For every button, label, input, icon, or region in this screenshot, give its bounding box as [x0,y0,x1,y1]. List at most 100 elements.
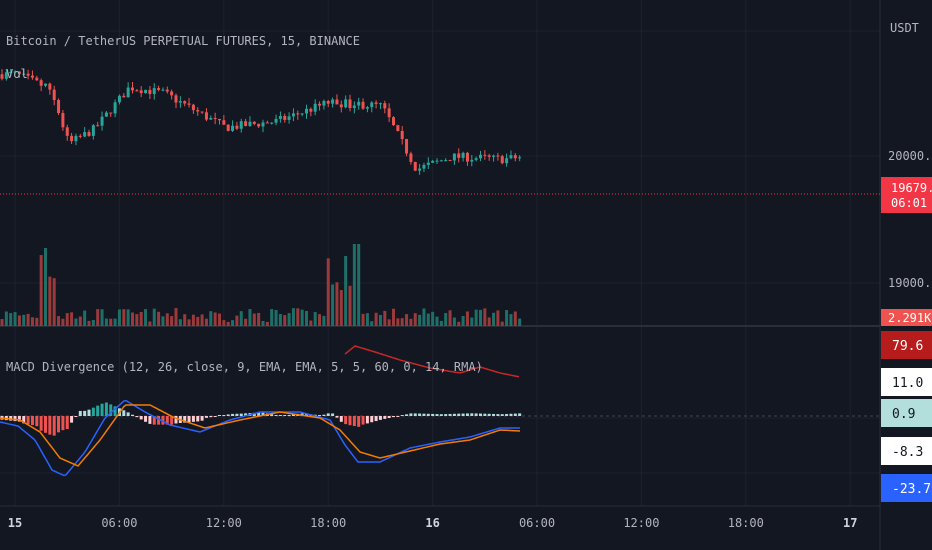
macd-hist-bar [518,413,522,416]
candle-body [352,105,356,108]
volume-bar [161,316,165,326]
volume-bar [96,309,100,326]
volume-bar [500,321,504,326]
candle-body [57,99,61,114]
macd-hist-bar [244,413,248,416]
volume-bar [378,314,382,326]
macd-hist-bar [96,405,100,416]
time-tick-2: 12:00 [206,516,242,530]
macd-hist-bar [113,406,117,416]
volume-bar [100,309,104,326]
volume-bar [196,316,200,326]
macd-hist-bar [474,413,478,416]
volume-bar [244,318,248,326]
macd-hist-bar [305,413,308,416]
candle-countdown: 06:01 [891,196,927,210]
candle-body [91,125,95,136]
volume-histogram [0,244,522,326]
candle-body [409,153,413,162]
time-axis[interactable]: 1506:0012:0018:001606:0012:0018:001706:0… [8,516,932,530]
candle-body [235,125,239,129]
candle-body [309,108,313,112]
macd-hist-bar [191,416,195,422]
volume-bar [265,321,269,326]
symbol-title[interactable]: Bitcoin / TetherUS PERPETUAL FUTURES, 15… [6,34,360,48]
volume-bar [487,317,491,326]
candle-body [100,116,104,126]
indicator-legend[interactable]: MACD Divergence (12, 26, close, 9, EMA, … [6,360,483,374]
volume-bar [322,315,326,326]
currency-label[interactable]: USDT [890,21,919,35]
macd-hist-bar [165,416,169,425]
candle-body [274,118,278,123]
volume-bar [222,320,226,326]
candle-body [483,154,487,156]
time-tick-4: 16 [425,516,439,530]
candle-body [470,159,474,162]
macd-hist-bar [91,407,95,416]
macd-hist-bar [487,413,491,416]
indicator-badge-value: -8.3 [892,445,923,460]
volume-bar [270,309,274,326]
volume-bar [283,315,287,326]
volume-bar [226,321,230,326]
volume-bar [452,317,456,326]
macd-hist-bar [479,413,482,416]
indicator-badge-value: 0.9 [892,407,915,422]
candle-body [500,156,504,164]
volume-bar [187,319,191,326]
volume-bar [104,318,108,326]
macd-hist-bar [500,414,504,416]
candle-body [365,107,369,109]
candle-body [452,153,456,161]
volume-bar [204,318,208,326]
volume-badge: 2.291K [881,309,932,326]
signal-line [0,404,521,467]
candle-body [131,87,134,91]
macd-hist-bar [470,413,474,416]
macd-hist-bar [57,416,61,433]
volume-bar [457,321,461,326]
volume-bar [370,321,374,326]
volume-bar [26,313,30,326]
volume-bar [344,256,348,326]
macd-hist-bar [448,413,452,416]
time-tick-5: 06:00 [519,516,555,530]
macd-hist-bar [322,414,326,416]
volume-bar [122,309,126,326]
macd-hist-bar [122,410,126,416]
candle-body [291,113,295,117]
macd-hist-bar [231,413,235,416]
macd-hist-bar [431,413,435,416]
macd-hist-bar [70,416,74,423]
volume-bar [0,319,4,326]
last-price-badge: 19679.9 06:01 [881,177,932,213]
macd-hist-bar [405,414,409,416]
macd-hist-bar [9,416,13,421]
candle-body [174,95,178,103]
macd-hist-bar [435,414,439,416]
macd-hist-bar [361,416,365,425]
macd-hist-bar [161,416,165,425]
candle-body [70,135,74,142]
candlestick-series[interactable] [0,68,522,175]
volume-bar [426,313,430,326]
candle-body [161,89,165,91]
volume-bar [61,318,65,326]
volume-bar [339,290,343,326]
volume-bar [387,319,391,326]
candle-body [387,108,391,118]
macd-hist-bar [44,416,47,433]
volume-bar [113,318,117,326]
candle-body [9,72,13,74]
macd-hist-bar [283,415,287,416]
candle-body [30,75,34,78]
macd-hist-bar [257,412,261,416]
volume-legend[interactable]: Vol [6,67,28,81]
volume-bar [509,314,513,326]
volume-bar [518,318,522,326]
candle-body [331,99,335,104]
volume-bar [235,315,239,326]
macd-hist-bar [200,416,204,421]
